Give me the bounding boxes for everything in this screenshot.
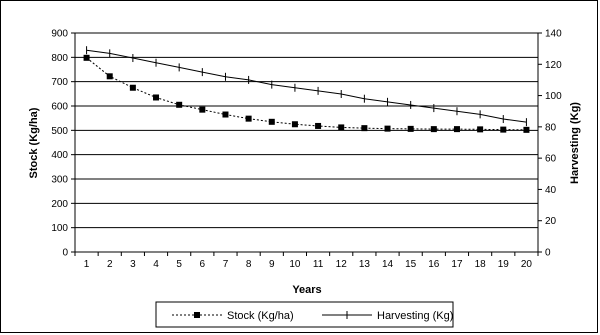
y-tick-label: 0 — [62, 248, 68, 259]
stock-point — [291, 121, 298, 128]
y2-tick-label: 100 — [545, 91, 562, 102]
stock-point — [176, 101, 183, 108]
stock-point — [83, 54, 90, 61]
x-tick-label: 11 — [313, 259, 324, 270]
y2-tick-label: 120 — [545, 60, 562, 71]
stock-point — [245, 115, 252, 122]
y-tick-label: 300 — [51, 175, 68, 186]
stock-point — [384, 125, 391, 132]
legend-harvest-label: Harvesting (Kg) — [377, 310, 453, 322]
x-tick-label: 6 — [200, 259, 206, 270]
y2-axis-title: Harvesting (Kg) — [569, 102, 581, 184]
x-tick-label: 5 — [176, 259, 182, 270]
stock-point — [453, 126, 460, 133]
stock-point — [153, 94, 160, 101]
x-tick-label: 9 — [269, 259, 275, 270]
x-tick-label: 13 — [359, 259, 371, 270]
x-tick-label: 20 — [521, 259, 533, 270]
stock-point — [199, 106, 206, 113]
legend: Stock (Kg/ha) Harvesting (Kg) — [155, 301, 454, 328]
y-tick-label: 600 — [51, 102, 68, 113]
left-axis-ticks: 0 100 200 300 400 500 600 700 800 900 — [51, 29, 75, 259]
x-tick-label: 18 — [475, 259, 487, 270]
legend-stock-marker — [194, 312, 200, 318]
x-tick-label: 4 — [153, 259, 159, 270]
stock-point — [338, 124, 345, 131]
y-tick-label: 100 — [51, 223, 68, 234]
stock-point — [477, 126, 484, 133]
stock-point — [523, 126, 530, 133]
y2-tick-label: 80 — [545, 122, 557, 133]
x-tick-label: 16 — [428, 259, 440, 270]
x-tick-label: 15 — [405, 259, 417, 270]
stock-point — [430, 126, 437, 133]
axes — [74, 33, 539, 253]
stock-point — [222, 111, 229, 118]
stock-point — [268, 118, 275, 125]
x-tick-label: 14 — [382, 259, 394, 270]
x-tick-label: 1 — [84, 259, 90, 270]
stock-point — [129, 84, 136, 91]
y2-tick-label: 140 — [545, 29, 562, 40]
y-tick-label: 200 — [51, 199, 68, 210]
x-tick-label: 19 — [498, 259, 510, 270]
x-tick-label: 10 — [289, 259, 301, 270]
y2-tick-label: 60 — [545, 154, 557, 165]
y2-tick-label: 40 — [545, 185, 557, 196]
y-tick-label: 500 — [51, 126, 68, 137]
y-axis-title: Stock (Kg/ha) — [28, 107, 40, 178]
y2-tick-label: 0 — [545, 248, 551, 259]
stock-point — [106, 73, 113, 80]
series-group — [83, 46, 530, 133]
x-tick-label: 7 — [223, 259, 229, 270]
x-tick-label: 17 — [451, 259, 463, 270]
x-axis-ticks: 1 2 3 4 5 6 7 8 9 10 11 12 13 14 15 16 17 18 19 20 — [74, 252, 539, 270]
y-tick-label: 800 — [51, 53, 68, 64]
x-tick-label: 2 — [107, 259, 113, 270]
x-tick-label: 3 — [130, 259, 136, 270]
legend-stock-label: Stock (Kg/ha) — [227, 310, 294, 322]
y-tick-label: 700 — [51, 77, 68, 88]
y-tick-label: 400 — [51, 150, 68, 161]
harvesting-series-line — [86, 49, 527, 123]
stock-point — [407, 125, 414, 132]
y2-tick-label: 20 — [545, 216, 557, 227]
x-tick-label: 12 — [336, 259, 348, 270]
x-tick-label: 8 — [246, 259, 252, 270]
stock-point — [361, 125, 368, 132]
y-tick-label: 900 — [51, 29, 68, 40]
stock-point — [315, 122, 322, 129]
gridlines — [75, 32, 538, 229]
x-axis-title: Years — [292, 284, 321, 296]
right-axis-ticks: 0 20 40 60 80 100 120 140 — [538, 29, 562, 259]
stock-series-line — [86, 57, 527, 131]
stock-point — [500, 126, 507, 133]
